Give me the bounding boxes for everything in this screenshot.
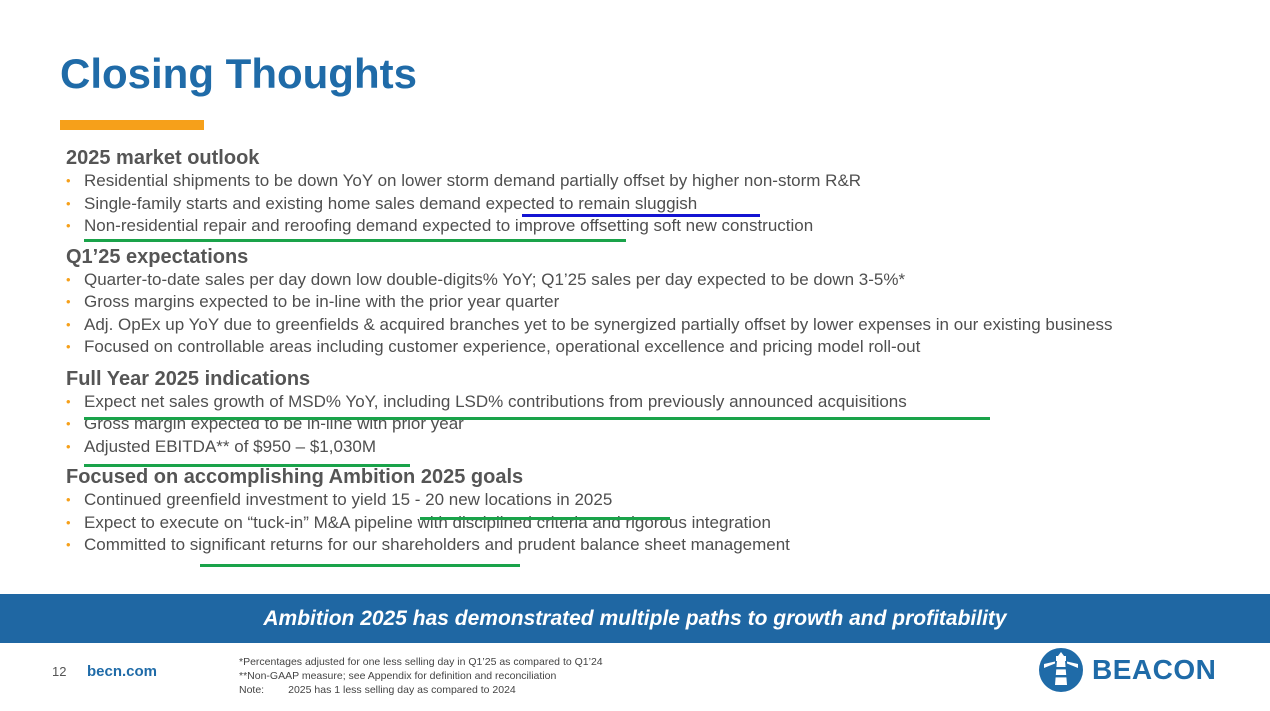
footnotes: *Percentages adjusted for one less selli… (239, 655, 603, 697)
slide-title: Closing Thoughts (60, 50, 417, 97)
bullet-item: Single-family starts and existing home s… (66, 193, 1256, 216)
bullet-list: Residential shipments to be down YoY on … (66, 170, 1256, 238)
section-full-year-indications: Full Year 2025 indications Expect net sa… (66, 367, 1256, 459)
section-heading: 2025 market outlook (66, 147, 260, 169)
section-q1-expectations: Q1’25 expectations Quarter-to-date sales… (66, 245, 1256, 359)
title-accent-bar (60, 120, 204, 130)
bullet-item: Residential shipments to be down YoY on … (66, 170, 1256, 193)
bullet-list: Continued greenfield investment to yield… (66, 489, 1256, 557)
section-ambition-goals: Focused on accomplishing Ambition 2025 g… (66, 465, 1256, 557)
section-heading: Q1’25 expectations (66, 245, 249, 268)
bullet-item: Focused on controllable areas including … (66, 336, 1256, 359)
bullet-item: Committed to significant returns for our… (66, 534, 1256, 557)
website-link[interactable]: becn.com (87, 663, 158, 680)
section-market-outlook: 2025 market outlook Residential shipment… (66, 146, 1256, 238)
green-emphasis-underline (84, 417, 990, 420)
beacon-logo: BEACON (1038, 647, 1216, 693)
footnote-note: Note: 2025 has 1 less selling day as comp… (239, 683, 603, 697)
logo-wordmark: BEACON (1092, 654, 1217, 685)
green-emphasis-underline (84, 239, 626, 242)
section-heading: Focused on accomplishing Ambition 2025 g… (66, 466, 524, 488)
bullet-item: Expect to execute on “tuck-in” M&A pipel… (66, 512, 1256, 535)
bullet-item: Quarter-to-date sales per day down low d… (66, 269, 1256, 292)
bullet-item: Continued greenfield investment to yield… (66, 489, 1256, 512)
bullet-item: Gross margins expected to be in-line wit… (66, 291, 1256, 314)
note-label: Note: (239, 684, 265, 696)
bullet-list: Quarter-to-date sales per day down low d… (66, 269, 1256, 359)
bullet-item: Adj. OpEx up YoY due to greenfields & ac… (66, 314, 1256, 337)
footnote: **Non-GAAP measure; see Appendix for def… (239, 670, 557, 682)
note-text: 2025 has 1 less selling day as compared … (288, 684, 516, 696)
bullet-list: Expect net sales growth of MSD% YoY, inc… (66, 391, 1256, 459)
banner-text: Ambition 2025 has demonstrated multiple … (263, 606, 1007, 630)
beacon-lighthouse-icon (1039, 648, 1083, 692)
bullet-item: Expect net sales growth of MSD% YoY, inc… (66, 391, 1256, 414)
slide-content: 2025 market outlook Residential shipment… (66, 146, 1256, 557)
green-emphasis-underline (84, 464, 410, 467)
footnote: *Percentages adjusted for one less selli… (239, 656, 603, 668)
green-emphasis-underline (420, 517, 670, 520)
key-message-banner: Ambition 2025 has demonstrated multiple … (0, 594, 1270, 643)
bullet-item: Adjusted EBITDA** of $950 – $1,030M (66, 436, 1256, 459)
page-number: 12 (52, 664, 67, 679)
section-heading: Full Year 2025 indications (66, 367, 311, 390)
green-emphasis-underline (200, 564, 520, 567)
bullet-item: Non-residential repair and reroofing dem… (66, 215, 1256, 238)
blue-emphasis-underline (522, 214, 760, 217)
